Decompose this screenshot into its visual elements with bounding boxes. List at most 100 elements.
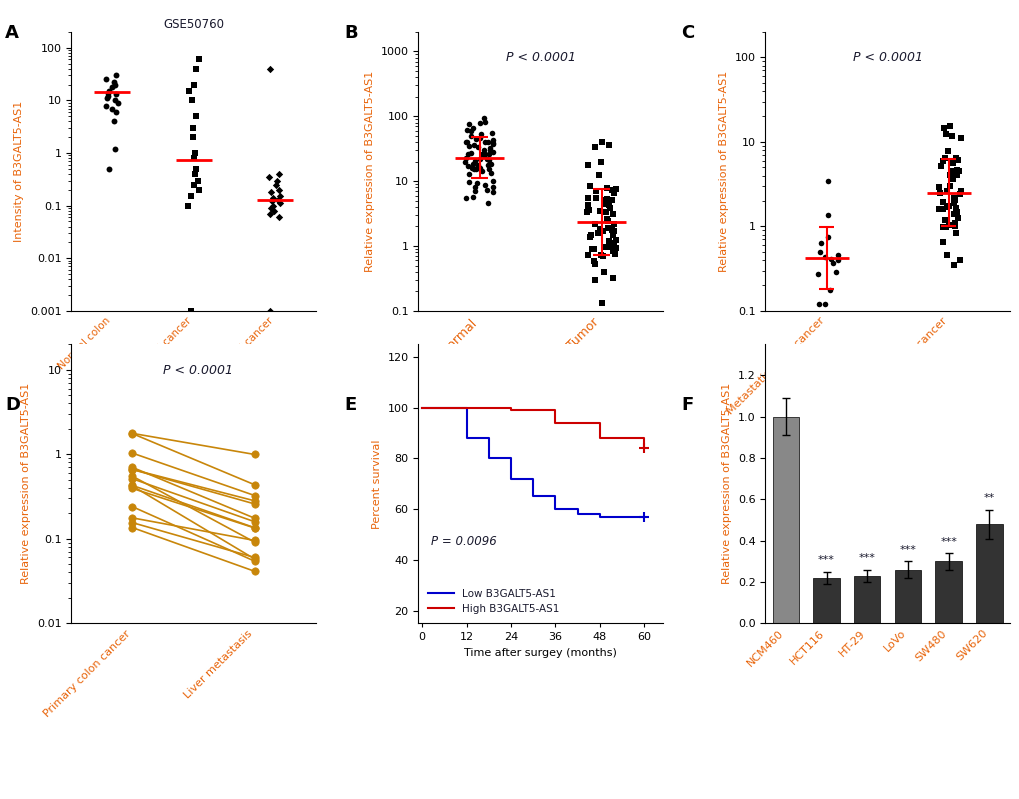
Point [606,248,623,260]
Point [461,176,477,189]
Point [586,141,602,153]
Point [598,192,614,205]
Bar [894,570,920,623]
Point [584,243,600,256]
Point [944,157,960,169]
Point [480,153,496,166]
Point [580,204,596,217]
Point [247,553,263,566]
Point [595,240,611,253]
Bar [975,524,1002,623]
Point [480,159,496,172]
Point [604,272,621,284]
Bar [812,578,839,623]
Point [460,160,476,173]
Point [594,250,610,263]
Point [458,136,474,149]
Point [593,136,609,149]
Point [587,192,603,205]
Low B3GALT5-AS1 [527,491,539,501]
Point [105,115,121,128]
Y-axis label: Relative expression of B3GALT5-AS1: Relative expression of B3GALT5-AS1 [721,384,732,584]
Point [935,121,952,134]
Point [581,180,597,193]
Point [949,168,965,181]
Low B3GALT5-AS1 [638,512,650,522]
Point [100,89,116,102]
Point [185,178,202,191]
High B3GALT5-AS1 [416,403,428,412]
Point [463,161,479,174]
Text: P < 0.0001: P < 0.0001 [163,364,233,377]
Point [945,259,961,272]
Point [481,143,497,156]
Point [599,215,615,228]
Point [949,153,965,166]
Point [479,197,495,209]
Point [106,76,122,89]
Point [604,237,621,250]
Point [468,132,484,145]
Point [946,220,962,233]
Point [484,137,500,150]
Low B3GALT5-AS1 [504,474,517,483]
Point [190,174,206,187]
Low B3GALT5-AS1 [549,504,561,514]
Text: P < 0.0001: P < 0.0001 [852,51,922,65]
Point [580,201,596,214]
Point [941,180,957,193]
Text: B: B [344,24,358,42]
Point [598,213,614,225]
Point [941,169,957,181]
Point [484,146,500,159]
Point [460,117,476,130]
Point [948,205,964,217]
Point [247,498,263,511]
Point [482,157,498,170]
Point [264,195,280,208]
Point [265,205,281,217]
Point [586,217,602,230]
Point [605,217,622,230]
Point [604,208,621,221]
Point [600,199,616,212]
Point [460,147,476,160]
Point [271,211,287,224]
Point [124,516,141,529]
Point [104,102,120,115]
Point [467,185,483,197]
Point [938,248,955,261]
Point [247,551,263,564]
Point [607,234,624,247]
Point [579,205,595,218]
Point [485,185,501,198]
Point [605,186,622,199]
Point [471,131,487,144]
Point [948,206,964,219]
Point [816,298,833,311]
Low B3GALT5-AS1 [482,454,494,463]
Point [98,73,114,85]
Point [476,136,492,149]
Point [124,470,141,483]
Point [247,512,263,525]
Point [457,156,473,169]
Y-axis label: Relative expression of B3GALT5-AS1: Relative expression of B3GALT5-AS1 [21,384,32,584]
Bar [853,576,879,623]
Point [459,136,475,149]
Point [186,147,203,160]
Point [940,200,956,213]
Bar [934,561,961,623]
Text: ***: *** [899,545,915,555]
Point [474,165,490,177]
Point [124,463,141,476]
Point [476,144,492,157]
Point [465,122,481,135]
Point [485,181,501,193]
Point [268,174,284,187]
Point [467,181,483,193]
Point [189,62,205,75]
Point [936,221,953,234]
Point [943,169,959,181]
Point [261,208,277,221]
